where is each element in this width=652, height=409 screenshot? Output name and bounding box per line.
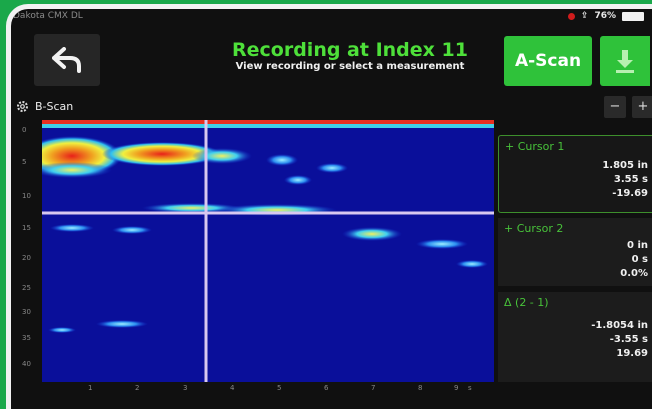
title-block: Recording at Index 11 View recording or … [210,40,490,73]
y-tick: 30 [22,308,31,316]
echo [50,224,94,232]
cursor2-amplitude: 0.0% [620,268,648,279]
echo-cluster [192,148,252,164]
usb-icon: ⇪ [580,11,589,21]
y-tick: 20 [22,254,31,262]
bscan-label: B-Scan [35,100,74,113]
echo [266,154,298,166]
cursor1-depth: 1.805 in [602,160,648,171]
x-tick: 9 [454,384,459,392]
cursor2-panel[interactable]: + Cursor 2 0 in 0 s 0.0% [498,218,652,286]
bscan-plot[interactable] [42,120,494,382]
cursor2-depth: 0 in [627,240,648,251]
zoom-in-button[interactable]: + [632,96,652,118]
cursor1-amplitude: -19.69 [612,188,648,199]
x-tick: 7 [371,384,376,392]
echo-cluster [42,162,112,178]
page-subtitle: View recording or select a measurement [235,61,465,72]
cursor1-title: + Cursor 1 [505,140,565,153]
device-name: Dakota CMX DL [13,11,83,21]
echo [316,163,348,173]
status-indicators: ⇪ 76% [567,11,644,21]
ascan-button[interactable]: A-Scan [504,36,592,86]
echo-cluster [102,142,222,166]
echo [96,320,148,328]
delta-panel: Δ (2 - 1) -1.8054 in -3.55 s 19.69 [498,292,652,382]
echo [112,226,152,234]
battery-icon [622,11,644,21]
x-tick: 8 [418,384,423,392]
save-button[interactable] [600,36,650,86]
download-icon [616,50,634,73]
y-axis-ticks: 0 5 10 15 20 25 30 35 40 [22,120,40,382]
gear-icon [17,101,28,112]
x-axis-ticks: 1 2 3 4 5 6 7 8 9 s [42,384,494,394]
back-button[interactable] [34,34,100,86]
x-tick: 6 [324,384,329,392]
x-tick: 1 [88,384,93,392]
echo [456,260,488,268]
cursor2-title: + Cursor 2 [504,222,564,235]
battery-level: 76% [594,11,616,21]
cursor1-label: Cursor 1 [517,140,565,153]
y-tick: 40 [22,360,31,368]
y-tick: 15 [22,224,31,232]
echo [48,327,76,333]
back-arrow-icon [52,47,81,73]
bscan-header[interactable]: B-Scan [16,100,73,113]
echo [342,227,402,241]
delta-depth: -1.8054 in [591,320,648,331]
x-tick: 2 [135,384,140,392]
x-axis-unit: s [468,384,472,392]
zoom-out-button[interactable]: − [604,96,626,118]
echo [284,175,312,185]
cursor1-time: 3.55 s [613,174,648,185]
y-tick: 35 [22,334,31,342]
x-tick: 4 [230,384,235,392]
echo [416,239,468,249]
record-indicator-icon [567,12,575,20]
y-tick: 5 [22,158,27,166]
x-tick: 3 [183,384,188,392]
cursor1-panel[interactable]: + Cursor 1 1.805 in 3.55 s -19.69 [498,135,652,213]
cursor2-label: Cursor 2 [516,222,564,235]
page-title: Recording at Index 11 [232,39,468,61]
y-tick: 25 [22,284,31,292]
echo [142,203,242,213]
surface-echo [42,124,494,128]
x-tick: 5 [277,384,282,392]
delta-amplitude: 19.69 [616,348,648,359]
surface-echo-top [42,120,494,124]
y-tick: 0 [22,126,27,134]
delta-title: Δ (2 - 1) [504,296,549,309]
cursor2-time: 0 s [631,254,648,265]
y-tick: 10 [22,192,31,200]
delta-time: -3.55 s [609,334,648,345]
status-bar: Dakota CMX DL ⇪ 76% [11,9,652,25]
